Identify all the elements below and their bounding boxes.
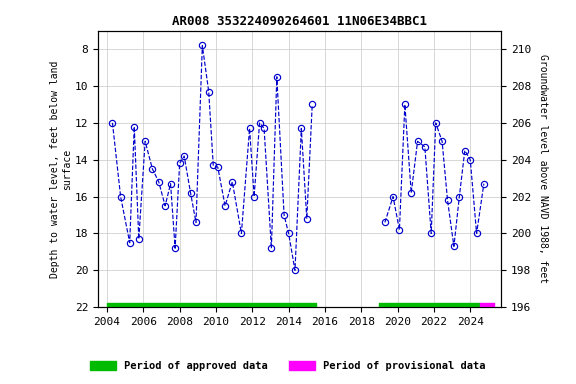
Y-axis label: Depth to water level, feet below land
surface: Depth to water level, feet below land su… — [50, 60, 72, 278]
Y-axis label: Groundwater level above NAVD 1988, feet: Groundwater level above NAVD 1988, feet — [538, 55, 548, 283]
Legend: Period of approved data, Period of provisional data: Period of approved data, Period of provi… — [86, 357, 490, 375]
Title: AR008 353224090264601 11N06E34BBC1: AR008 353224090264601 11N06E34BBC1 — [172, 15, 427, 28]
